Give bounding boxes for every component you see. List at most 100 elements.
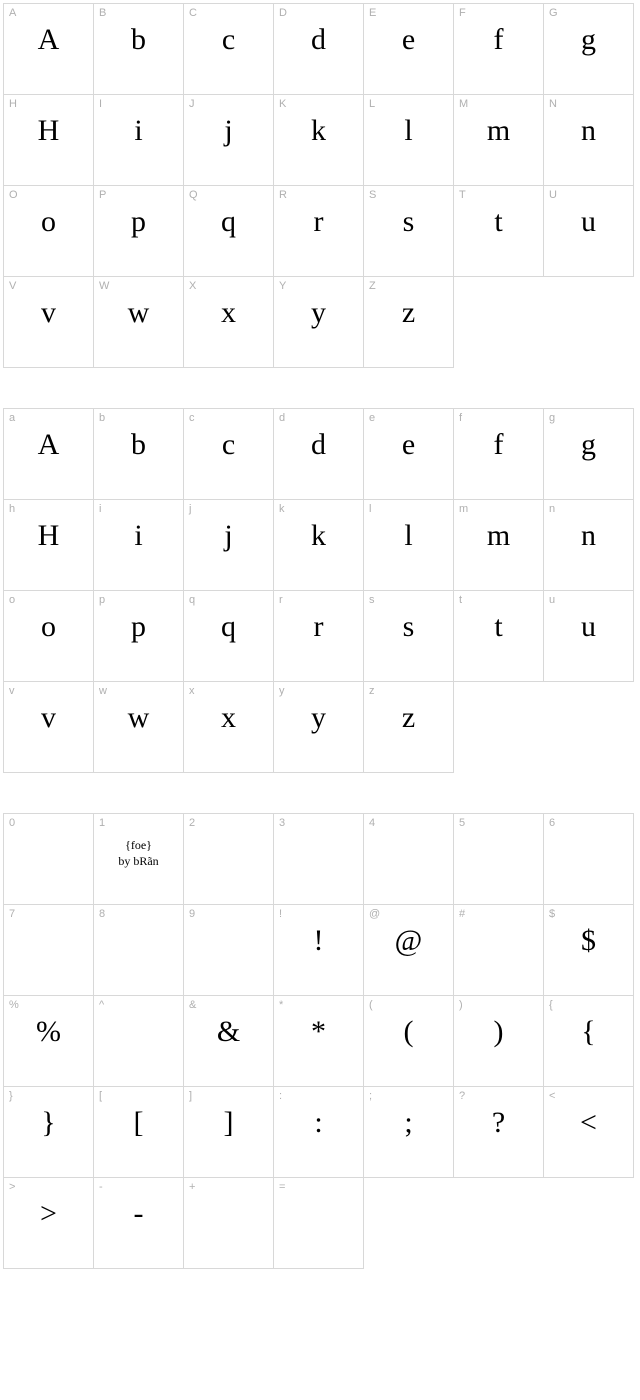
glyph-cell[interactable]: Ii (94, 95, 184, 186)
glyph-cell[interactable]: Ss (364, 186, 454, 277)
glyph-cell[interactable]: qq (184, 591, 274, 682)
glyph-cell[interactable]: ww (94, 682, 184, 773)
cell-glyph: u (544, 204, 633, 240)
glyph-cell[interactable]: uu (544, 591, 634, 682)
glyph-cell[interactable]: ll (364, 500, 454, 591)
glyph-cell[interactable]: @@ (364, 905, 454, 996)
glyph-cell[interactable]: mm (454, 500, 544, 591)
cell-glyph: y (274, 295, 363, 331)
glyph-cell[interactable]: = (274, 1178, 364, 1269)
cell-label: K (279, 98, 286, 110)
glyph-cell[interactable]: Cc (184, 4, 274, 95)
glyph-cell[interactable]: Mm (454, 95, 544, 186)
glyph-cell[interactable]: HH (4, 95, 94, 186)
glyph-cell[interactable]: 4 (364, 814, 454, 905)
glyph-cell[interactable]: vv (4, 682, 94, 773)
glyph-cell[interactable]: Oo (4, 186, 94, 277)
glyph-cell[interactable]: ss (364, 591, 454, 682)
glyph-cell[interactable]: (( (364, 996, 454, 1087)
glyph-cell[interactable]: ii (94, 500, 184, 591)
glyph-cell[interactable]: 8 (94, 905, 184, 996)
glyph-cell[interactable]: )) (454, 996, 544, 1087)
cell-label: # (459, 908, 465, 920)
glyph-cell[interactable]: dd (274, 409, 364, 500)
cell-glyph: v (4, 295, 93, 331)
glyph-cell[interactable]: Vv (4, 277, 94, 368)
glyph-cell[interactable]: 6 (544, 814, 634, 905)
glyph-cell[interactable]: Qq (184, 186, 274, 277)
glyph-cell[interactable]: ee (364, 409, 454, 500)
glyph-cell[interactable]: Kk (274, 95, 364, 186)
glyph-cell[interactable]: Pp (94, 186, 184, 277)
glyph-cell[interactable]: 9 (184, 905, 274, 996)
cell-label: ) (459, 999, 463, 1011)
cell-glyph: [ (94, 1105, 183, 1141)
glyph-cell[interactable]: + (184, 1178, 274, 1269)
cell-glyph: - (94, 1196, 183, 1232)
glyph-cell[interactable]: -- (94, 1178, 184, 1269)
glyph-cell[interactable]: 7 (4, 905, 94, 996)
glyph-cell[interactable]: Jj (184, 95, 274, 186)
glyph-cell[interactable]: 2 (184, 814, 274, 905)
glyph-cell[interactable]: Ll (364, 95, 454, 186)
glyph-cell[interactable]: << (544, 1087, 634, 1178)
empty-cell (544, 682, 634, 772)
cell-label: F (459, 7, 466, 19)
glyph-cell[interactable]: zz (364, 682, 454, 773)
glyph-cell[interactable]: Tt (454, 186, 544, 277)
glyph-cell[interactable]: }} (4, 1087, 94, 1178)
glyph-cell[interactable]: :: (274, 1087, 364, 1178)
glyph-cell[interactable]: xx (184, 682, 274, 773)
glyph-cell[interactable]: # (454, 905, 544, 996)
glyph-cell[interactable]: tt (454, 591, 544, 682)
glyph-cell[interactable]: bb (94, 409, 184, 500)
glyph-cell[interactable]: Bb (94, 4, 184, 95)
glyph-cell[interactable]: Ff (454, 4, 544, 95)
glyph-cell[interactable]: cc (184, 409, 274, 500)
glyph-cell[interactable]: Zz (364, 277, 454, 368)
glyph-cell[interactable]: Dd (274, 4, 364, 95)
glyph-cell[interactable]: 1{foe} by bRãn (94, 814, 184, 905)
glyph-cell[interactable]: %% (4, 996, 94, 1087)
glyph-cell[interactable]: yy (274, 682, 364, 773)
glyph-cell[interactable]: kk (274, 500, 364, 591)
glyph-cell[interactable]: jj (184, 500, 274, 591)
glyph-cell[interactable]: Xx (184, 277, 274, 368)
glyph-cell[interactable]: $$ (544, 905, 634, 996)
glyph-cell[interactable]: AA (4, 4, 94, 95)
glyph-cell[interactable]: ;; (364, 1087, 454, 1178)
glyph-cell[interactable]: [[ (94, 1087, 184, 1178)
glyph-cell[interactable]: Nn (544, 95, 634, 186)
glyph-cell[interactable]: !! (274, 905, 364, 996)
glyph-cell[interactable]: oo (4, 591, 94, 682)
glyph-cell[interactable]: ]] (184, 1087, 274, 1178)
glyph-cell[interactable]: Gg (544, 4, 634, 95)
glyph-cell[interactable]: 0 (4, 814, 94, 905)
glyph-cell[interactable]: {{ (544, 996, 634, 1087)
glyph-cell[interactable]: 5 (454, 814, 544, 905)
glyph-cell[interactable]: 3 (274, 814, 364, 905)
glyph-cell[interactable]: Ee (364, 4, 454, 95)
glyph-cell[interactable]: gg (544, 409, 634, 500)
glyph-cell[interactable]: Yy (274, 277, 364, 368)
glyph-cell[interactable]: ** (274, 996, 364, 1087)
glyph-cell[interactable]: Ww (94, 277, 184, 368)
glyph-cell[interactable]: nn (544, 500, 634, 591)
glyph-cell[interactable]: && (184, 996, 274, 1087)
cell-label: ! (279, 908, 282, 920)
glyph-cell[interactable]: ^ (94, 996, 184, 1087)
glyph-cell[interactable]: ?? (454, 1087, 544, 1178)
cell-glyph: & (184, 1014, 273, 1050)
cell-label: * (279, 999, 283, 1011)
glyph-cell[interactable]: rr (274, 591, 364, 682)
glyph-cell[interactable]: >> (4, 1178, 94, 1269)
cell-label: ? (459, 1090, 465, 1102)
glyph-cell[interactable]: Uu (544, 186, 634, 277)
cell-glyph: u (544, 609, 633, 645)
glyph-cell[interactable]: hH (4, 500, 94, 591)
glyph-cell[interactable]: pp (94, 591, 184, 682)
glyph-cell[interactable]: aA (4, 409, 94, 500)
glyph-cell[interactable]: Rr (274, 186, 364, 277)
glyph-grid: 01{foe} by bRãn23456 789!!@@ # $$%%^&&**(()… (3, 813, 634, 1269)
glyph-cell[interactable]: ff (454, 409, 544, 500)
